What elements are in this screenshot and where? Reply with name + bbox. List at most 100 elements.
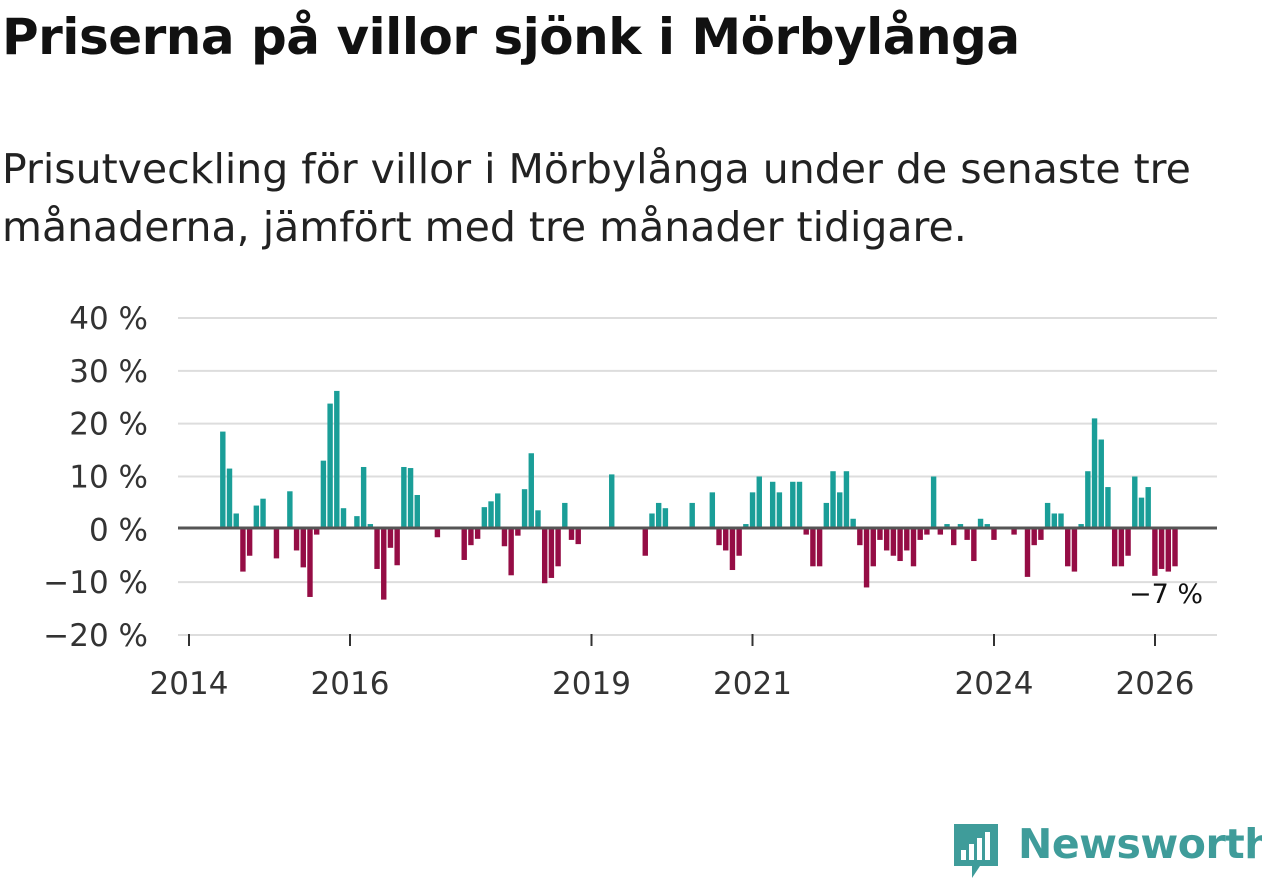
chart-title: Priserna på villor sjönk i Mörbylånga xyxy=(2,8,1020,66)
x-tick-label: 2024 xyxy=(955,666,1034,702)
chart-subtitle: Prisutveckling för villor i Mörbylånga u… xyxy=(2,145,1191,251)
y-tick-label: 40 % xyxy=(69,301,148,337)
bar xyxy=(488,501,494,530)
bar xyxy=(991,529,997,540)
y-tick-label: 0 % xyxy=(89,512,148,548)
bar xyxy=(689,502,695,530)
bar xyxy=(461,529,467,560)
bar xyxy=(501,529,508,547)
bar xyxy=(1118,529,1125,567)
y-tick-label: 20 % xyxy=(69,407,148,443)
bar xyxy=(568,529,575,540)
bar xyxy=(749,492,756,530)
bar xyxy=(495,493,501,530)
bar xyxy=(340,508,347,530)
bar xyxy=(468,529,474,546)
bar xyxy=(1111,529,1118,567)
gridlines xyxy=(178,317,1217,636)
bar xyxy=(334,390,340,530)
bar xyxy=(226,468,233,530)
x-tick-label: 2021 xyxy=(713,666,792,702)
bar xyxy=(555,529,561,567)
bar xyxy=(924,529,930,535)
price-change-bar-chart: −20 %−10 %0 %10 %20 %30 %40 % 2014 2016 20… xyxy=(43,301,1217,702)
bar-chart-speech-icon xyxy=(954,824,998,878)
bar xyxy=(260,498,266,530)
bar xyxy=(360,466,367,530)
bar xyxy=(1044,502,1051,530)
bar xyxy=(320,460,327,530)
bar xyxy=(971,529,977,562)
bar xyxy=(548,529,555,578)
bar xyxy=(508,529,514,576)
x-axis: 2014 2016 2019 2021 2024 2026 xyxy=(150,634,1195,702)
bar xyxy=(1085,471,1091,530)
bar xyxy=(575,529,581,545)
bars xyxy=(220,390,1178,600)
bar xyxy=(1058,513,1064,530)
bar xyxy=(528,453,534,530)
last-value-label: −7 % xyxy=(1129,579,1203,610)
y-tick-label: −20 % xyxy=(43,618,148,654)
x-tick-label: 2014 xyxy=(150,666,229,702)
bar xyxy=(354,516,360,530)
bar xyxy=(481,507,488,530)
bar xyxy=(253,505,260,530)
bar xyxy=(562,502,568,530)
bar xyxy=(293,529,300,551)
bar xyxy=(776,492,783,530)
bar xyxy=(649,513,655,530)
bar xyxy=(904,529,910,551)
bar xyxy=(662,508,669,530)
y-tick-label: 10 % xyxy=(69,460,148,496)
bar xyxy=(414,494,420,530)
bar xyxy=(790,481,796,530)
bar xyxy=(1105,487,1111,530)
bar xyxy=(474,529,481,539)
bar xyxy=(1172,529,1178,567)
bar xyxy=(863,529,870,588)
bar xyxy=(401,466,407,530)
bar xyxy=(1098,439,1104,530)
bar xyxy=(1125,529,1131,556)
bar xyxy=(1031,529,1037,546)
bar xyxy=(1011,529,1017,535)
bar xyxy=(937,529,944,535)
bar xyxy=(1165,529,1172,572)
bar xyxy=(394,529,400,566)
bar xyxy=(736,529,742,556)
brand-name: Newsworthy xyxy=(1018,820,1262,868)
bar xyxy=(655,502,662,530)
bar xyxy=(910,529,917,567)
bar xyxy=(951,529,957,546)
newsworthy-logo: Newsworthy xyxy=(950,818,1262,882)
bar xyxy=(515,529,521,536)
bar xyxy=(313,529,320,535)
bar xyxy=(823,502,830,530)
bar xyxy=(521,489,528,530)
bar xyxy=(1158,529,1165,569)
bar xyxy=(246,529,253,556)
bar xyxy=(1091,418,1098,530)
bar xyxy=(930,476,937,530)
bar xyxy=(870,529,876,567)
bar xyxy=(220,431,226,530)
bar xyxy=(1071,529,1078,572)
y-tick-label: −10 % xyxy=(43,565,148,601)
bar xyxy=(381,529,387,600)
bar xyxy=(729,529,736,571)
bar xyxy=(535,510,541,530)
bar xyxy=(977,518,984,530)
x-tick-label: 2026 xyxy=(1116,666,1195,702)
bar xyxy=(1038,529,1044,540)
bar xyxy=(816,529,823,567)
bar xyxy=(233,513,239,530)
bar xyxy=(327,403,333,530)
bar xyxy=(843,471,850,530)
bar xyxy=(877,529,883,540)
bar xyxy=(273,529,280,559)
bar xyxy=(287,491,293,530)
bar xyxy=(716,529,722,546)
bar xyxy=(374,529,380,569)
bar xyxy=(837,492,843,530)
